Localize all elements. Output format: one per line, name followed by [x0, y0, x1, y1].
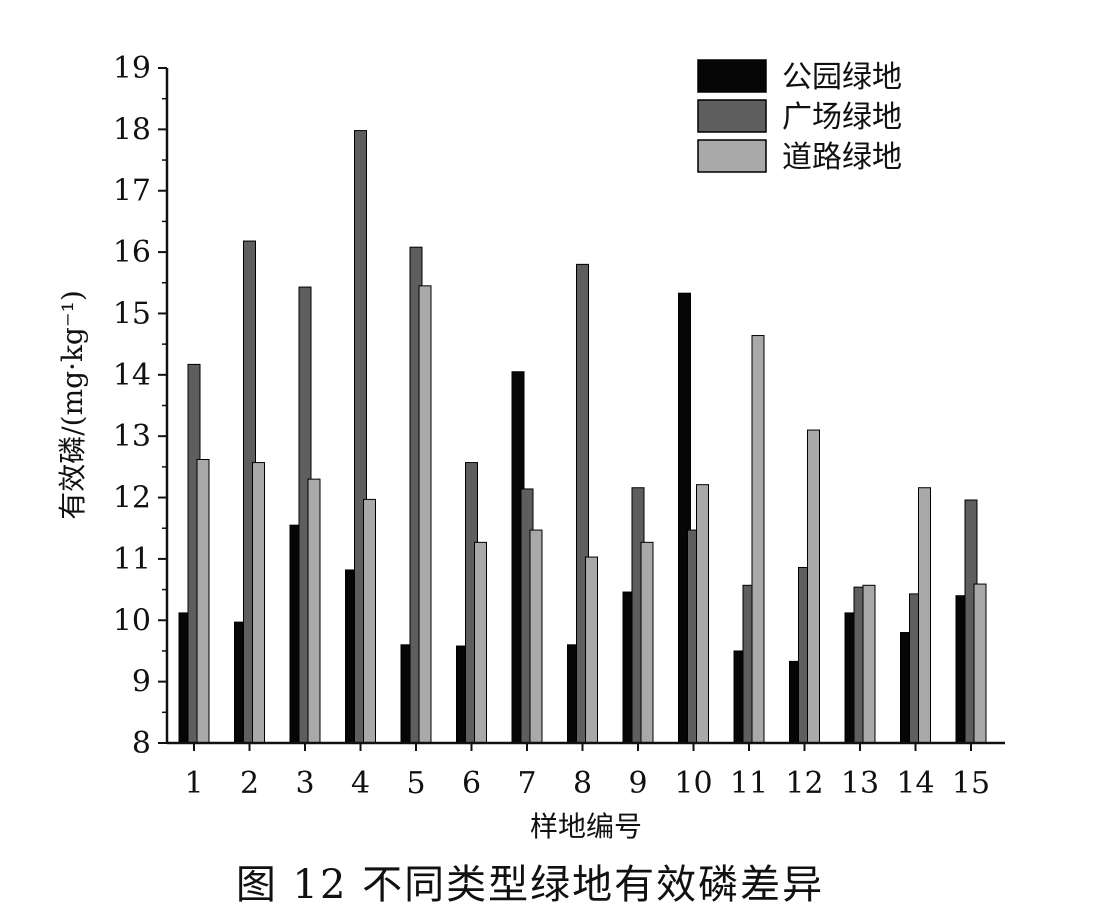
bar-site-6-series-3 [474, 541, 487, 744]
x-tick-label: 11 [730, 766, 768, 801]
bar-site-2-series-3 [252, 462, 265, 744]
y-tick-label: 10 [113, 603, 151, 638]
bar-site-4-series-3 [363, 498, 376, 744]
y-tick-label: 15 [113, 296, 151, 331]
bar-site-11-series-3 [751, 335, 765, 744]
x-tick-label: 7 [517, 766, 536, 801]
x-tick-label: 4 [351, 766, 370, 801]
bar-site-13-series-3 [862, 584, 876, 744]
x-tick-label: 1 [184, 766, 203, 801]
bar-site-10-series-3 [696, 484, 709, 744]
y-tick-label: 18 [113, 112, 151, 147]
y-tick-label: 9 [132, 665, 151, 700]
x-tick-label: 5 [406, 766, 425, 801]
legend-label-series-1: 公园绿地 [782, 60, 902, 95]
x-tick-label: 8 [573, 766, 592, 801]
figure-caption: 图 12 不同类型绿地有效磷差异 [236, 862, 824, 908]
y-tick-label: 8 [132, 726, 151, 761]
y-tick-label: 11 [113, 542, 151, 577]
bar-site-12-series-3 [807, 429, 820, 744]
legend-label-series-2: 广场绿地 [782, 100, 902, 135]
x-tick-label: 3 [295, 766, 314, 801]
x-tick-label: 12 [785, 766, 823, 801]
bar-site-9-series-3 [640, 541, 654, 744]
x-tick-label: 9 [628, 766, 647, 801]
bars-layer [178, 130, 987, 744]
y-tick-label: 13 [113, 419, 151, 454]
bar-site-14-series-3 [918, 487, 931, 744]
bar-site-1-series-3 [196, 459, 210, 744]
x-tick-label: 14 [896, 766, 934, 801]
bar-site-3-series-3 [307, 478, 321, 744]
bar-site-5-series-3 [418, 285, 432, 744]
legend-swatch-series-1 [697, 59, 767, 93]
x-tick-label: 2 [240, 766, 259, 801]
bar-site-15-series-3 [973, 583, 987, 744]
bar-site-7-series-3 [529, 529, 543, 744]
y-tick-label: 12 [113, 481, 151, 516]
bar-site-8-series-3 [585, 556, 598, 744]
legend-swatch-series-3 [697, 139, 767, 173]
y-tick-label: 19 [113, 51, 151, 86]
legend-swatch-series-2 [697, 99, 767, 133]
x-tick-label: 10 [674, 766, 712, 801]
y-tick-label: 14 [113, 358, 151, 393]
y-tick-label: 17 [113, 174, 151, 209]
legend-label-series-3: 道路绿地 [782, 140, 902, 175]
y-tick-label: 16 [113, 235, 151, 270]
x-tick-label: 13 [841, 766, 879, 801]
x-tick-label: 6 [462, 766, 481, 801]
x-axis-title: 样地编号 [530, 810, 642, 843]
y-axis-title: 有效磷/(mg·kg⁻¹) [56, 290, 89, 520]
x-tick-label: 15 [952, 766, 990, 801]
